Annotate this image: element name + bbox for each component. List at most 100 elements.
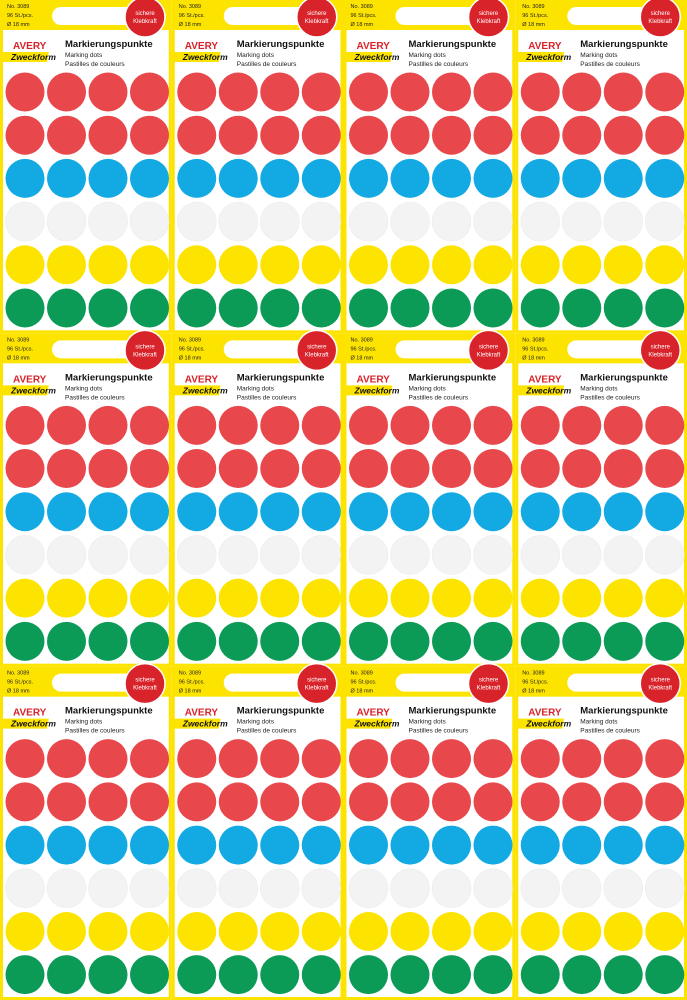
subtitle-en: Marking dots — [409, 719, 447, 726]
marking-dot — [130, 578, 169, 618]
product-title: Markierungspunkte — [409, 39, 497, 50]
badge — [467, 329, 510, 372]
marking-dot — [520, 621, 560, 661]
marking-dot — [177, 158, 217, 198]
product-title: Markierungspunkte — [237, 39, 325, 50]
badge-line: sichere — [307, 678, 327, 684]
marking-dot — [218, 492, 258, 532]
badge-line: Klebkraft — [648, 352, 672, 358]
marking-dot — [88, 72, 128, 112]
marking-dot — [645, 492, 685, 532]
marking-dot — [473, 405, 513, 445]
marking-dot — [520, 492, 560, 532]
product-tile: No. 3089 96 St./pcs. Ø 18 mm sichere Klebkra… — [0, 0, 172, 334]
marking-dot — [5, 288, 45, 328]
brand-sub-bg — [512, 385, 565, 396]
product-title: Markierungspunkte — [65, 706, 153, 717]
subtitle-fr: Pastilles de couleurs — [65, 61, 125, 68]
marking-dot — [390, 449, 430, 489]
brand: AVERY — [357, 41, 391, 52]
marking-dot — [645, 449, 685, 489]
marking-dot — [562, 288, 602, 328]
marking-dot — [390, 578, 430, 618]
product-tile: No. 3089 96 St./pcs. Ø 18 mm sichere Klebkra… — [512, 329, 687, 667]
marking-dot — [645, 955, 685, 995]
marking-dot — [130, 245, 169, 285]
marking-dot — [644, 868, 685, 909]
subtitle-en: Marking dots — [580, 385, 618, 392]
marking-dot — [603, 405, 643, 445]
marking-dot — [130, 621, 169, 661]
brand-sub: Zweckform — [354, 52, 400, 62]
marking-dot — [260, 245, 300, 285]
marking-dot — [520, 201, 561, 242]
badge-line: Klebkraft — [477, 352, 501, 358]
brand-sub: Zweckform — [354, 719, 400, 729]
marking-dot — [562, 739, 602, 779]
marking-dot — [645, 245, 685, 285]
product-tile: No. 3089 96 St./pcs. Ø 18 mm sichere Klebkra… — [168, 0, 344, 334]
marking-dot — [390, 405, 430, 445]
marking-dot — [260, 288, 300, 328]
brand: AVERY — [528, 708, 562, 719]
marking-dot — [520, 449, 560, 489]
marking-dot — [259, 201, 300, 242]
marking-dot — [301, 782, 341, 822]
marking-dot — [260, 911, 300, 951]
marking-dot — [520, 825, 560, 865]
marking-dot — [473, 955, 513, 995]
dot-size: Ø 18 mm — [179, 22, 202, 28]
brand: AVERY — [185, 708, 219, 719]
marking-dot — [301, 578, 341, 618]
marking-dot — [5, 868, 45, 909]
marking-dot — [603, 825, 643, 865]
marking-dot — [88, 288, 128, 328]
marking-dot — [431, 535, 472, 575]
product-tile: No. 3089 96 St./pcs. Ø 18 mm sichere Klebkra… — [340, 329, 516, 667]
marking-dot — [218, 201, 259, 242]
marking-dot — [520, 955, 560, 995]
marking-dot — [645, 405, 685, 445]
product-title: Markierungspunkte — [65, 372, 153, 383]
marking-dot — [349, 288, 388, 328]
marking-dot — [603, 911, 643, 951]
marking-dot — [218, 782, 258, 822]
marking-dot — [473, 288, 513, 328]
product-title: Markierungspunkte — [409, 372, 497, 383]
marking-dot — [473, 158, 513, 198]
marking-dot — [260, 158, 300, 198]
marking-dot — [177, 955, 217, 995]
subtitle-en: Marking dots — [65, 52, 103, 59]
marking-dot — [301, 868, 342, 909]
marking-dot — [176, 535, 217, 575]
marking-dot — [129, 201, 170, 242]
marking-dot — [177, 449, 217, 489]
marking-dot — [562, 782, 602, 822]
marking-dot — [473, 245, 513, 285]
marking-dot — [645, 288, 685, 328]
marking-dot — [260, 72, 300, 112]
product-tile: No. 3089 96 St./pcs. Ø 18 mm sichere Klebkra… — [168, 329, 344, 667]
marking-dot — [349, 955, 388, 995]
brand: AVERY — [357, 374, 391, 385]
marking-dot — [218, 621, 258, 661]
marking-dot — [390, 492, 430, 532]
marking-dot — [47, 739, 86, 779]
piece-count: 96 St./pcs. — [179, 680, 205, 686]
marking-dot — [645, 621, 685, 661]
brand-sub: Zweckform — [182, 52, 228, 62]
marking-dot — [603, 739, 643, 779]
marking-dot — [603, 621, 643, 661]
marking-dot — [562, 158, 602, 198]
marking-dot — [349, 449, 388, 489]
badge-line: sichere — [135, 678, 155, 684]
product-tile: No. 3089 96 St./pcs. Ø 18 mm sichere Klebkra… — [0, 662, 172, 1000]
piece-count: 96 St./pcs. — [522, 680, 548, 686]
marking-dot — [88, 621, 128, 661]
article-number: No. 3089 — [179, 4, 201, 10]
marking-dot — [520, 868, 561, 909]
marking-dot — [520, 158, 560, 198]
marking-dot — [88, 578, 128, 618]
subtitle-fr: Pastilles de couleurs — [580, 728, 640, 735]
